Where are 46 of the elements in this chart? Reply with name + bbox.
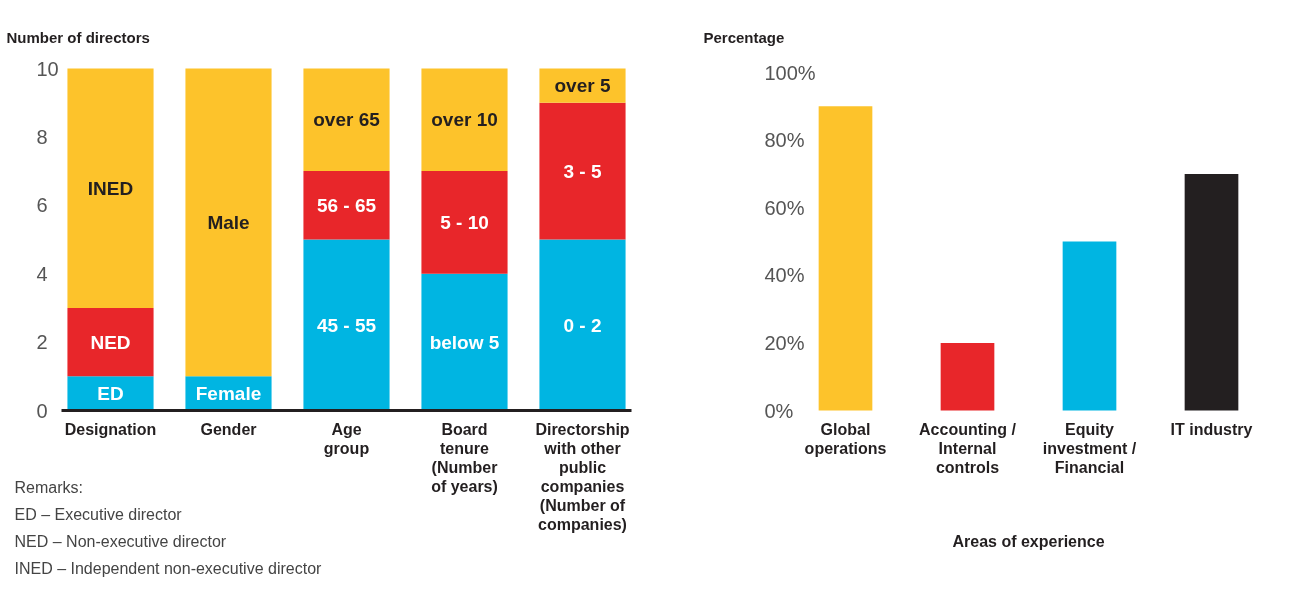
text: INED – Independent non-executive director xyxy=(14,559,323,577)
text: ED – Executive director xyxy=(14,505,183,523)
series-label: over 10 xyxy=(431,109,498,131)
bar xyxy=(1184,173,1239,411)
y-tick-label: 40% xyxy=(764,264,805,287)
y-tick-label: 2 xyxy=(36,331,48,354)
x-tick-label: Global operations xyxy=(804,420,887,457)
series-label: Female xyxy=(195,382,262,404)
x-tick-label: Equity investment / Financial xyxy=(1042,420,1137,476)
y-tick-label: 20% xyxy=(764,331,805,354)
x-tick-label: Directorship with other public companies (Number of companies) xyxy=(535,420,630,533)
y-tick-label: 4 xyxy=(36,262,48,285)
y-tick-label: 8 xyxy=(36,125,48,148)
series-label: 56 - 65 xyxy=(316,194,377,216)
text: Remarks: xyxy=(14,478,83,496)
x-tick-label: IT industry xyxy=(1170,420,1253,438)
x-tick-label: Age group xyxy=(323,420,370,457)
x-axis-title: Areas of experience xyxy=(952,532,1105,550)
bar xyxy=(1062,241,1117,411)
y-tick-label: 0 xyxy=(36,399,48,422)
bar xyxy=(818,106,873,411)
series-label: 0 - 2 xyxy=(563,314,602,336)
series-label: 5 - 10 xyxy=(440,211,489,233)
y-axis-title: Percentage xyxy=(703,28,785,46)
y-tick-label: 80% xyxy=(764,129,805,152)
series-label: 45 - 55 xyxy=(316,314,377,336)
series-label: ED xyxy=(97,382,124,404)
series-label: over 65 xyxy=(313,109,381,131)
y-tick-label: 10 xyxy=(36,57,59,80)
series-label: Male xyxy=(207,211,250,233)
y-tick-label: 0% xyxy=(764,399,794,422)
y-tick-label: 100% xyxy=(764,61,816,84)
bar xyxy=(940,342,995,411)
x-tick-label: Designation xyxy=(64,420,157,438)
y-tick-label: 60% xyxy=(764,196,805,219)
series-label: INED xyxy=(87,177,134,199)
x-tick-label: Gender xyxy=(200,420,257,438)
series-label: NED xyxy=(90,331,131,353)
series-label: 3 - 5 xyxy=(563,160,602,182)
text: NED – Non-executive director xyxy=(14,532,227,550)
y-tick-label: 6 xyxy=(36,194,48,217)
series-label: over 5 xyxy=(554,75,611,97)
y-axis-title: Number of directors xyxy=(6,28,150,46)
x-tick-label: Accounting / Internal controls xyxy=(919,420,1017,476)
x-tick-label: Board tenure (Number of years) xyxy=(431,420,498,495)
series-label: below 5 xyxy=(429,331,500,353)
